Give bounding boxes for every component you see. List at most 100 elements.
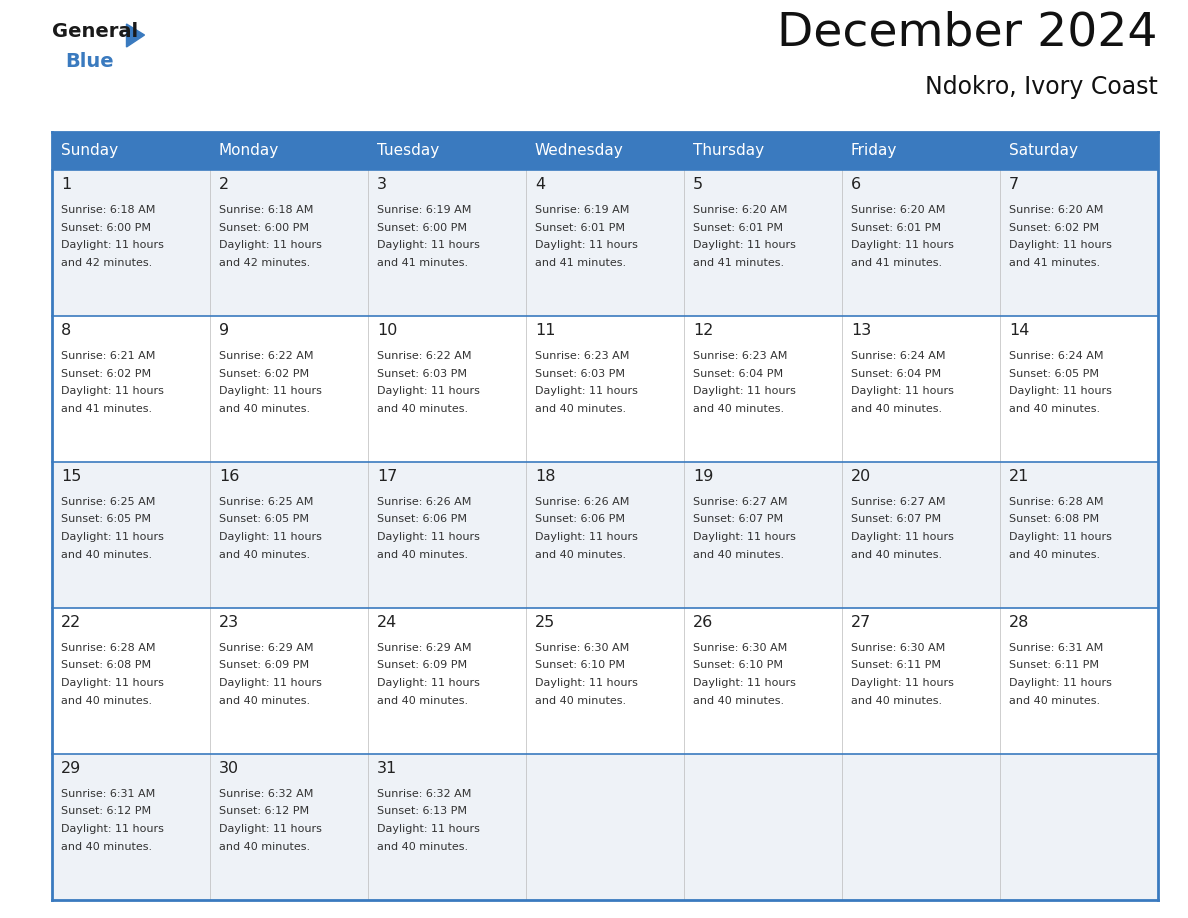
Text: and 41 minutes.: and 41 minutes. [1009,258,1100,267]
Text: 15: 15 [61,469,81,484]
Text: and 40 minutes.: and 40 minutes. [535,696,626,706]
Text: Friday: Friday [851,143,897,159]
Text: Sunrise: 6:31 AM: Sunrise: 6:31 AM [61,789,156,799]
Text: Wednesday: Wednesday [535,143,624,159]
Text: 28: 28 [1009,615,1029,630]
Text: Daylight: 11 hours: Daylight: 11 hours [61,824,164,834]
Text: December 2024: December 2024 [777,10,1158,55]
Text: and 41 minutes.: and 41 minutes. [535,258,626,267]
Text: Daylight: 11 hours: Daylight: 11 hours [61,678,164,688]
Bar [52,754,1158,900]
Text: Sunset: 6:09 PM: Sunset: 6:09 PM [377,660,467,670]
Text: Sunset: 6:01 PM: Sunset: 6:01 PM [851,222,941,232]
Text: Sunset: 6:07 PM: Sunset: 6:07 PM [851,514,941,524]
Text: Sunset: 6:08 PM: Sunset: 6:08 PM [61,660,151,670]
Text: Thursday: Thursday [693,143,764,159]
Text: Daylight: 11 hours: Daylight: 11 hours [219,532,322,542]
Text: Sunset: 6:04 PM: Sunset: 6:04 PM [693,368,783,378]
Text: Sunset: 6:12 PM: Sunset: 6:12 PM [61,807,151,816]
Text: Sunset: 6:00 PM: Sunset: 6:00 PM [377,222,467,232]
Text: Daylight: 11 hours: Daylight: 11 hours [61,386,164,396]
Text: 8: 8 [61,323,71,338]
Text: and 40 minutes.: and 40 minutes. [693,696,784,706]
Text: Daylight: 11 hours: Daylight: 11 hours [535,532,638,542]
Text: Daylight: 11 hours: Daylight: 11 hours [535,386,638,396]
Text: Sunrise: 6:22 AM: Sunrise: 6:22 AM [377,351,472,361]
Text: 5: 5 [693,177,703,192]
Text: Sunrise: 6:20 AM: Sunrise: 6:20 AM [693,205,788,215]
Text: and 40 minutes.: and 40 minutes. [377,842,468,852]
Text: and 41 minutes.: and 41 minutes. [61,404,152,413]
Text: Sunset: 6:11 PM: Sunset: 6:11 PM [1009,660,1099,670]
Text: Sunrise: 6:30 AM: Sunrise: 6:30 AM [693,643,788,653]
Text: Sunset: 6:05 PM: Sunset: 6:05 PM [61,514,151,524]
Text: 2: 2 [219,177,229,192]
Text: Sunrise: 6:32 AM: Sunrise: 6:32 AM [219,789,314,799]
Text: Sunset: 6:03 PM: Sunset: 6:03 PM [535,368,625,378]
Text: Sunrise: 6:23 AM: Sunrise: 6:23 AM [535,351,630,361]
Text: 14: 14 [1009,323,1029,338]
Text: Sunrise: 6:28 AM: Sunrise: 6:28 AM [61,643,156,653]
Text: 26: 26 [693,615,713,630]
Text: and 40 minutes.: and 40 minutes. [1009,404,1100,413]
Text: Sunrise: 6:29 AM: Sunrise: 6:29 AM [377,643,472,653]
Text: Daylight: 11 hours: Daylight: 11 hours [851,532,954,542]
Text: and 40 minutes.: and 40 minutes. [851,696,942,706]
Text: Daylight: 11 hours: Daylight: 11 hours [693,240,796,250]
Text: and 42 minutes.: and 42 minutes. [61,258,152,267]
Text: 3: 3 [377,177,387,192]
Text: Daylight: 11 hours: Daylight: 11 hours [535,678,638,688]
Text: Sunset: 6:06 PM: Sunset: 6:06 PM [535,514,625,524]
Text: Daylight: 11 hours: Daylight: 11 hours [61,532,164,542]
Text: Sunrise: 6:32 AM: Sunrise: 6:32 AM [377,789,472,799]
Text: Daylight: 11 hours: Daylight: 11 hours [535,240,638,250]
Text: Daylight: 11 hours: Daylight: 11 hours [851,240,954,250]
Text: Sunset: 6:11 PM: Sunset: 6:11 PM [851,660,941,670]
Text: Sunrise: 6:22 AM: Sunrise: 6:22 AM [219,351,314,361]
Text: and 40 minutes.: and 40 minutes. [535,404,626,413]
Text: Sunset: 6:10 PM: Sunset: 6:10 PM [535,660,625,670]
Text: Daylight: 11 hours: Daylight: 11 hours [219,240,322,250]
Text: Sunrise: 6:28 AM: Sunrise: 6:28 AM [1009,497,1104,507]
Text: 16: 16 [219,469,239,484]
Text: 4: 4 [535,177,545,192]
Text: and 40 minutes.: and 40 minutes. [851,404,942,413]
Text: Sunset: 6:05 PM: Sunset: 6:05 PM [1009,368,1099,378]
Text: and 40 minutes.: and 40 minutes. [61,550,152,559]
Text: Daylight: 11 hours: Daylight: 11 hours [219,824,322,834]
Text: 21: 21 [1009,469,1029,484]
Text: Daylight: 11 hours: Daylight: 11 hours [693,386,796,396]
Text: and 40 minutes.: and 40 minutes. [1009,696,1100,706]
Text: Daylight: 11 hours: Daylight: 11 hours [219,386,322,396]
Text: General: General [52,22,138,41]
Text: Sunset: 6:02 PM: Sunset: 6:02 PM [219,368,309,378]
Text: Sunrise: 6:26 AM: Sunrise: 6:26 AM [377,497,472,507]
Text: 13: 13 [851,323,871,338]
Text: Sunset: 6:01 PM: Sunset: 6:01 PM [693,222,783,232]
Text: Sunset: 6:00 PM: Sunset: 6:00 PM [219,222,309,232]
Text: 20: 20 [851,469,871,484]
Text: and 40 minutes.: and 40 minutes. [377,696,468,706]
Text: Sunset: 6:02 PM: Sunset: 6:02 PM [61,368,151,378]
Bar [52,462,1158,608]
Text: Tuesday: Tuesday [377,143,440,159]
Text: 30: 30 [219,761,239,776]
Text: and 40 minutes.: and 40 minutes. [61,696,152,706]
Text: Sunrise: 6:18 AM: Sunrise: 6:18 AM [219,205,314,215]
Text: Sunrise: 6:30 AM: Sunrise: 6:30 AM [535,643,630,653]
Text: and 40 minutes.: and 40 minutes. [693,404,784,413]
Text: 12: 12 [693,323,713,338]
Text: and 40 minutes.: and 40 minutes. [219,696,310,706]
Text: Sunrise: 6:29 AM: Sunrise: 6:29 AM [219,643,314,653]
Text: Daylight: 11 hours: Daylight: 11 hours [1009,678,1112,688]
Text: Sunset: 6:08 PM: Sunset: 6:08 PM [1009,514,1099,524]
Text: and 40 minutes.: and 40 minutes. [535,550,626,559]
Text: 11: 11 [535,323,556,338]
Text: Daylight: 11 hours: Daylight: 11 hours [1009,240,1112,250]
Text: and 40 minutes.: and 40 minutes. [219,550,310,559]
Text: and 40 minutes.: and 40 minutes. [377,404,468,413]
Text: Ndokro, Ivory Coast: Ndokro, Ivory Coast [925,75,1158,99]
Text: Sunrise: 6:20 AM: Sunrise: 6:20 AM [851,205,946,215]
Text: Sunday: Sunday [61,143,118,159]
Text: Sunrise: 6:21 AM: Sunrise: 6:21 AM [61,351,156,361]
